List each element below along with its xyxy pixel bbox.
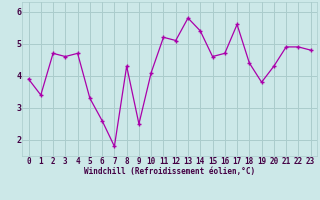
X-axis label: Windchill (Refroidissement éolien,°C): Windchill (Refroidissement éolien,°C)	[84, 167, 255, 176]
